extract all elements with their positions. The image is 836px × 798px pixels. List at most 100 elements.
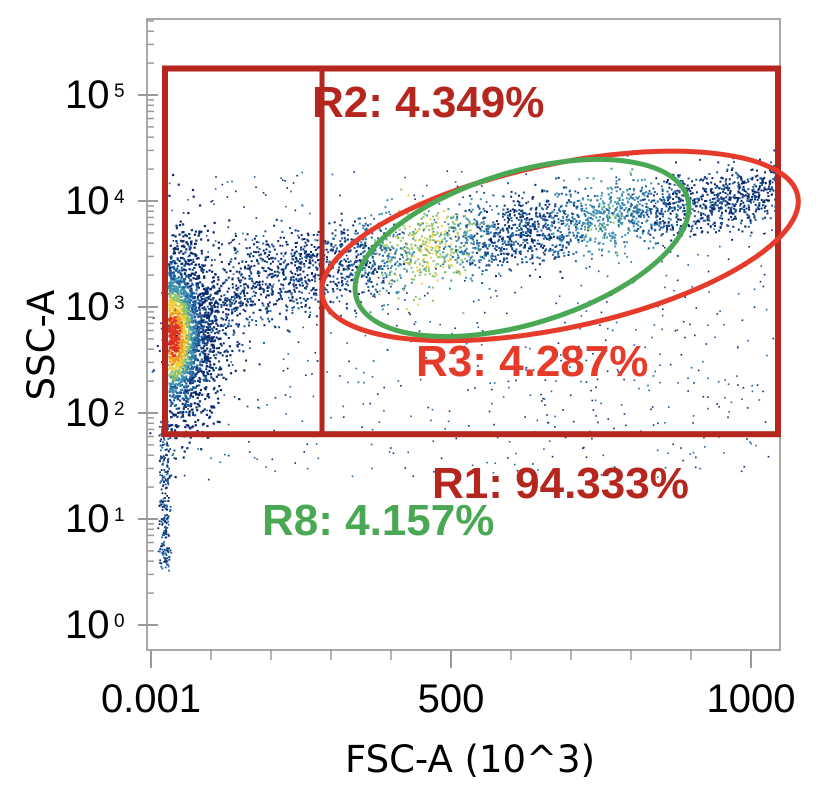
event-point — [226, 196, 229, 198]
event-point — [314, 280, 317, 283]
event-point — [471, 274, 474, 277]
event-point — [615, 179, 618, 182]
event-point — [259, 316, 262, 319]
event-point — [700, 214, 703, 217]
event-point — [217, 373, 220, 376]
event-point — [647, 206, 650, 209]
event-point — [545, 200, 548, 203]
event-point — [406, 212, 409, 215]
event-point — [597, 205, 600, 208]
event-point — [347, 275, 350, 278]
event-point — [449, 287, 452, 290]
event-point — [569, 394, 572, 397]
event-point — [346, 229, 349, 232]
event-point — [617, 371, 620, 373]
event-point — [378, 228, 381, 231]
event-point — [640, 211, 643, 214]
event-point — [473, 470, 476, 473]
event-point — [471, 223, 474, 226]
event-point — [362, 371, 365, 374]
event-point — [532, 463, 534, 465]
event-point — [652, 375, 655, 377]
event-point — [270, 257, 273, 260]
event-point — [666, 196, 669, 199]
event-point — [502, 229, 505, 232]
event-point — [225, 378, 228, 381]
event-point — [196, 348, 199, 351]
event-point — [419, 238, 422, 241]
event-point — [635, 217, 638, 220]
event-point — [699, 212, 702, 215]
event-point — [676, 218, 679, 221]
event-point — [201, 321, 204, 324]
event-point — [195, 330, 198, 333]
event-point — [190, 349, 194, 353]
event-point — [578, 222, 581, 225]
event-point — [338, 262, 341, 265]
event-point — [226, 350, 229, 353]
event-point — [268, 245, 271, 248]
event-point — [766, 354, 768, 357]
event-point — [286, 290, 289, 293]
event-point — [491, 255, 494, 258]
event-point — [309, 212, 311, 215]
event-point — [542, 246, 545, 249]
event-point — [525, 367, 528, 369]
event-point — [168, 398, 171, 402]
event-point — [565, 234, 568, 237]
event-point — [364, 334, 367, 337]
event-point — [548, 237, 551, 240]
event-point — [347, 260, 350, 263]
event-point — [198, 265, 202, 269]
event-point — [601, 230, 604, 233]
event-point — [305, 244, 308, 247]
event-point — [465, 253, 468, 256]
event-point — [752, 193, 755, 196]
event-point — [388, 210, 391, 213]
event-point — [666, 180, 669, 183]
event-point — [468, 252, 471, 255]
event-point — [243, 292, 246, 295]
event-point — [412, 235, 415, 238]
event-point — [538, 204, 541, 207]
event-point — [760, 189, 763, 192]
event-point — [688, 225, 691, 228]
event-point — [175, 379, 178, 382]
event-point — [450, 279, 453, 282]
event-point — [668, 208, 671, 211]
event-point — [194, 277, 197, 280]
event-point — [669, 363, 672, 366]
event-point — [301, 238, 304, 241]
event-point — [490, 260, 493, 263]
event-point — [418, 297, 421, 300]
event-point — [454, 327, 456, 330]
event-point — [406, 270, 409, 273]
event-point — [762, 285, 765, 288]
event-point — [367, 279, 370, 282]
event-point — [383, 262, 386, 265]
event-point — [435, 252, 438, 255]
event-point — [418, 330, 421, 332]
event-point — [765, 308, 768, 311]
event-point — [291, 255, 294, 258]
event-point — [236, 345, 239, 348]
event-point — [743, 465, 746, 468]
event-point — [324, 242, 327, 245]
event-point — [370, 267, 373, 270]
event-point — [726, 203, 729, 206]
event-point — [484, 253, 487, 256]
event-point — [415, 231, 418, 234]
event-point — [235, 323, 238, 326]
event-point — [771, 187, 774, 190]
event-point — [728, 187, 731, 190]
event-point — [447, 260, 450, 263]
event-point — [718, 405, 720, 408]
event-point — [196, 327, 199, 330]
event-point — [578, 199, 581, 202]
event-point — [351, 274, 354, 277]
event-point — [334, 244, 337, 247]
event-point — [616, 186, 619, 188]
event-point — [369, 261, 372, 264]
event-point — [531, 225, 534, 228]
event-point — [595, 227, 598, 230]
